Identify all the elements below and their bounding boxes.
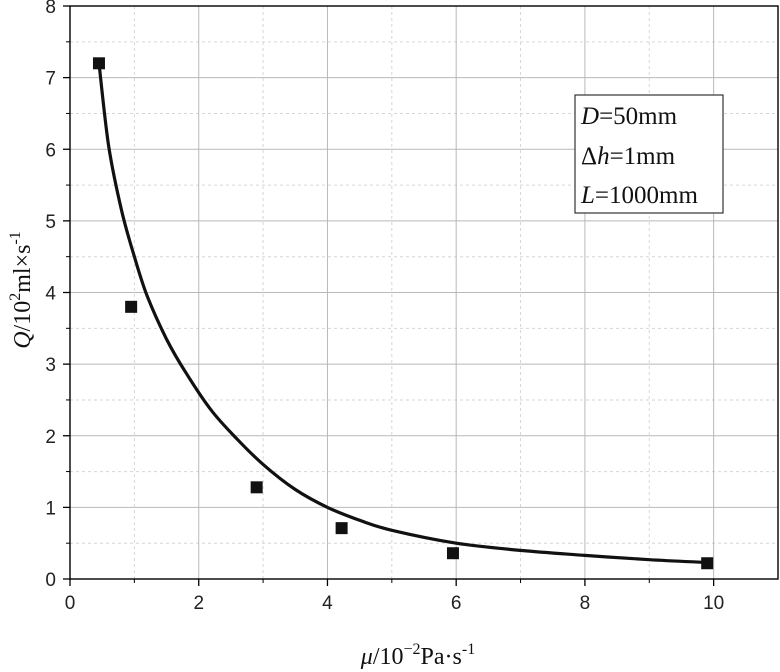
data-point-square	[250, 481, 263, 494]
y-tick-label: 6	[45, 140, 56, 161]
x-tick-label: 0	[65, 593, 76, 614]
y-tick-label: 0	[45, 570, 56, 591]
axis-ticks	[63, 5, 715, 586]
y-tick-label: 7	[45, 69, 56, 90]
y-tick-label: 1	[45, 498, 56, 519]
y-tick-label: 5	[45, 212, 56, 233]
x-tick-label: 2	[193, 593, 204, 614]
y-tick-label: 8	[45, 0, 56, 18]
y-tick-label: 2	[45, 427, 56, 448]
data-point-square	[335, 522, 348, 535]
x-axis-title: μ/10−2Pa·s-1	[360, 641, 475, 670]
data-point-square	[92, 57, 105, 70]
major-grid	[70, 6, 778, 579]
legend-frame	[574, 94, 724, 214]
legend-h: h	[597, 143, 610, 170]
x-tick-label: 4	[322, 593, 333, 614]
legend-line-head: Δh=1mm	[581, 143, 676, 170]
y-tick-label: 4	[45, 284, 56, 305]
data-point-square	[701, 557, 714, 570]
legend-line-diameter: D=50mm	[580, 103, 678, 130]
x-tick-label: 10	[703, 593, 724, 614]
data-point-square	[446, 547, 459, 560]
legend-box: D=50mm Δh=1mm L=1000mm	[574, 94, 724, 214]
data-point-square	[125, 300, 138, 313]
legend-line-length: L=1000mm	[580, 182, 698, 209]
fit-curve	[97, 61, 709, 565]
x-tick-label: 6	[451, 593, 462, 614]
data-points	[92, 57, 714, 570]
y-tick-label: 3	[45, 355, 56, 376]
y-axis-title: Q/102ml×s-1	[7, 231, 36, 349]
tick-labels: 0 2 4 6 8 10 0 1 2 3 4 5 6 7 8	[45, 0, 724, 614]
delta-glyph: Δ	[581, 143, 597, 170]
x-tick-label: 8	[580, 593, 591, 614]
